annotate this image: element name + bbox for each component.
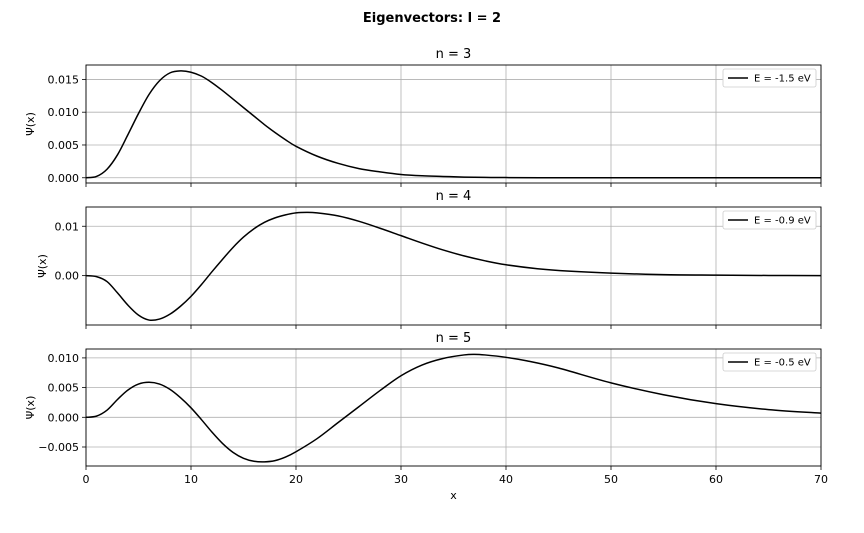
subplot-n3: n = 3 0.000 0.005 0.010 0.015 Ψ(x) E = -1.5 eV — [24, 47, 822, 187]
subplot-title: n = 5 — [436, 331, 472, 346]
plot-frame — [85, 64, 822, 184]
y-tick-label: 0.010 — [48, 352, 80, 365]
y-tick-label: 0.00 — [55, 270, 80, 283]
x-tick-label: 30 — [394, 473, 408, 486]
subplot-n5: n = 5 0 10 20 30 40 50 60 70 −0.005 0.000 0.005 0.01… — [24, 331, 828, 502]
y-tick-label: 0.015 — [48, 73, 80, 86]
y-tick-label: 0.000 — [48, 411, 80, 424]
x-tick-label: 60 — [709, 473, 723, 486]
series-line — [86, 353, 821, 463]
x-tick-label: 0 — [83, 473, 90, 486]
x-tick-label: 70 — [814, 473, 828, 486]
subplot-n4: n = 4 0.00 0.01 Ψ(x) E = -0.9 eV — [36, 189, 822, 329]
subplot-title: n = 3 — [436, 47, 472, 62]
y-axis-label: Ψ(x) — [36, 254, 49, 278]
legend: E = -0.5 eV — [722, 352, 817, 372]
legend-box — [722, 352, 817, 372]
series-line — [86, 70, 821, 179]
legend-box — [722, 210, 817, 230]
y-axis-label: Ψ(x) — [24, 396, 37, 420]
legend-box — [722, 68, 817, 88]
legend-label: E = -1.5 eV — [754, 74, 811, 85]
subplot-title: n = 4 — [436, 189, 472, 204]
x-tick-label: 20 — [289, 473, 303, 486]
y-tick-label: −0.005 — [38, 441, 79, 454]
legend: E = -0.9 eV — [722, 210, 817, 230]
plot-frame — [85, 206, 822, 326]
x-tick-label: 50 — [604, 473, 618, 486]
x-axis-label: x — [450, 489, 457, 502]
x-tick-label: 40 — [499, 473, 513, 486]
y-tick-label: 0.005 — [48, 139, 80, 152]
legend-label: E = -0.5 eV — [754, 358, 811, 369]
y-axis-label: Ψ(x) — [24, 112, 37, 136]
legend: E = -1.5 eV — [722, 68, 817, 88]
y-tick-label: 0.010 — [48, 106, 80, 119]
legend-label: E = -0.9 eV — [754, 216, 811, 227]
series-line — [86, 211, 821, 322]
y-tick-label: 0.005 — [48, 382, 80, 395]
y-tick-label: 0.000 — [48, 172, 80, 185]
figure-suptitle: Eigenvectors: l = 2 — [363, 11, 501, 26]
y-tick-label: 0.01 — [55, 220, 80, 233]
plot-frame — [85, 348, 822, 467]
x-tick-label: 10 — [184, 473, 198, 486]
